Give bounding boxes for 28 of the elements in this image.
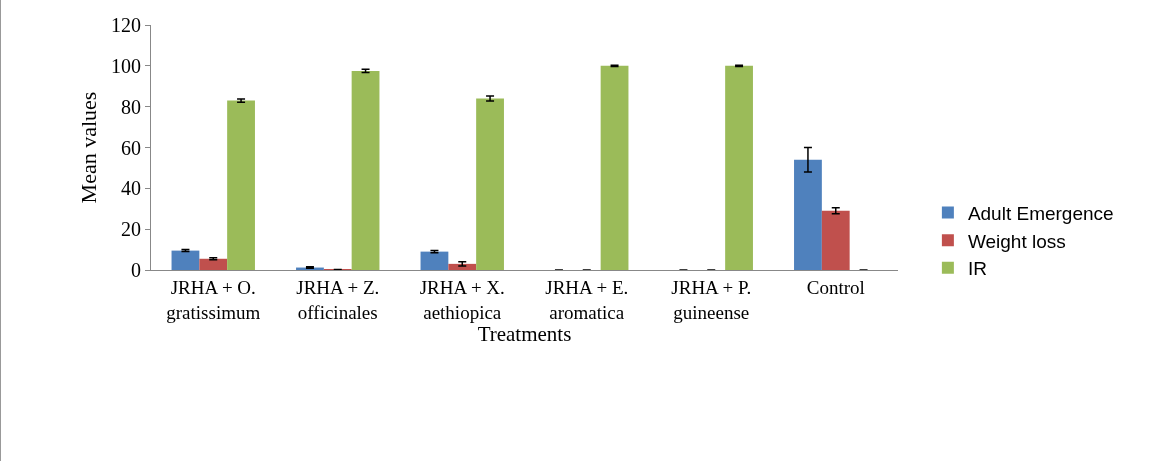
bar — [171, 250, 200, 270]
y-tick-label: 60 — [121, 136, 141, 159]
bar — [476, 98, 504, 270]
x-tick-label: JRHA + P. guineense — [671, 276, 752, 323]
legend-label: IR — [967, 258, 987, 280]
bar — [794, 159, 822, 270]
y-tick-label: 20 — [121, 218, 141, 241]
bar — [227, 100, 255, 270]
bar — [351, 70, 380, 270]
x-tick-label: Control — [806, 276, 865, 298]
x-tick-label: JRHA + Z. officinales — [296, 276, 380, 323]
y-tick-label: 120 — [111, 14, 141, 36]
y-tick-label: 80 — [121, 95, 141, 118]
bar — [420, 251, 449, 270]
x-tick-label: JRHA + E. aromatica — [545, 276, 629, 323]
legend-label: Adult Emergence — [967, 202, 1114, 224]
y-tick-label: 0 — [131, 259, 141, 281]
x-tick-label: JRHA + O. gratissimum — [166, 276, 261, 323]
bar — [199, 258, 228, 270]
legend-label: Weight loss — [967, 230, 1066, 252]
y-axis-title: Mean values — [75, 91, 101, 204]
y-tick-label: 40 — [121, 177, 141, 200]
bar — [725, 65, 753, 270]
x-axis-title: Treatments — [477, 322, 572, 347]
y-tick-label: 100 — [111, 54, 141, 77]
bar — [821, 210, 850, 270]
x-tick-label: JRHA + X. aethiopica — [419, 276, 505, 323]
bar — [600, 65, 629, 270]
